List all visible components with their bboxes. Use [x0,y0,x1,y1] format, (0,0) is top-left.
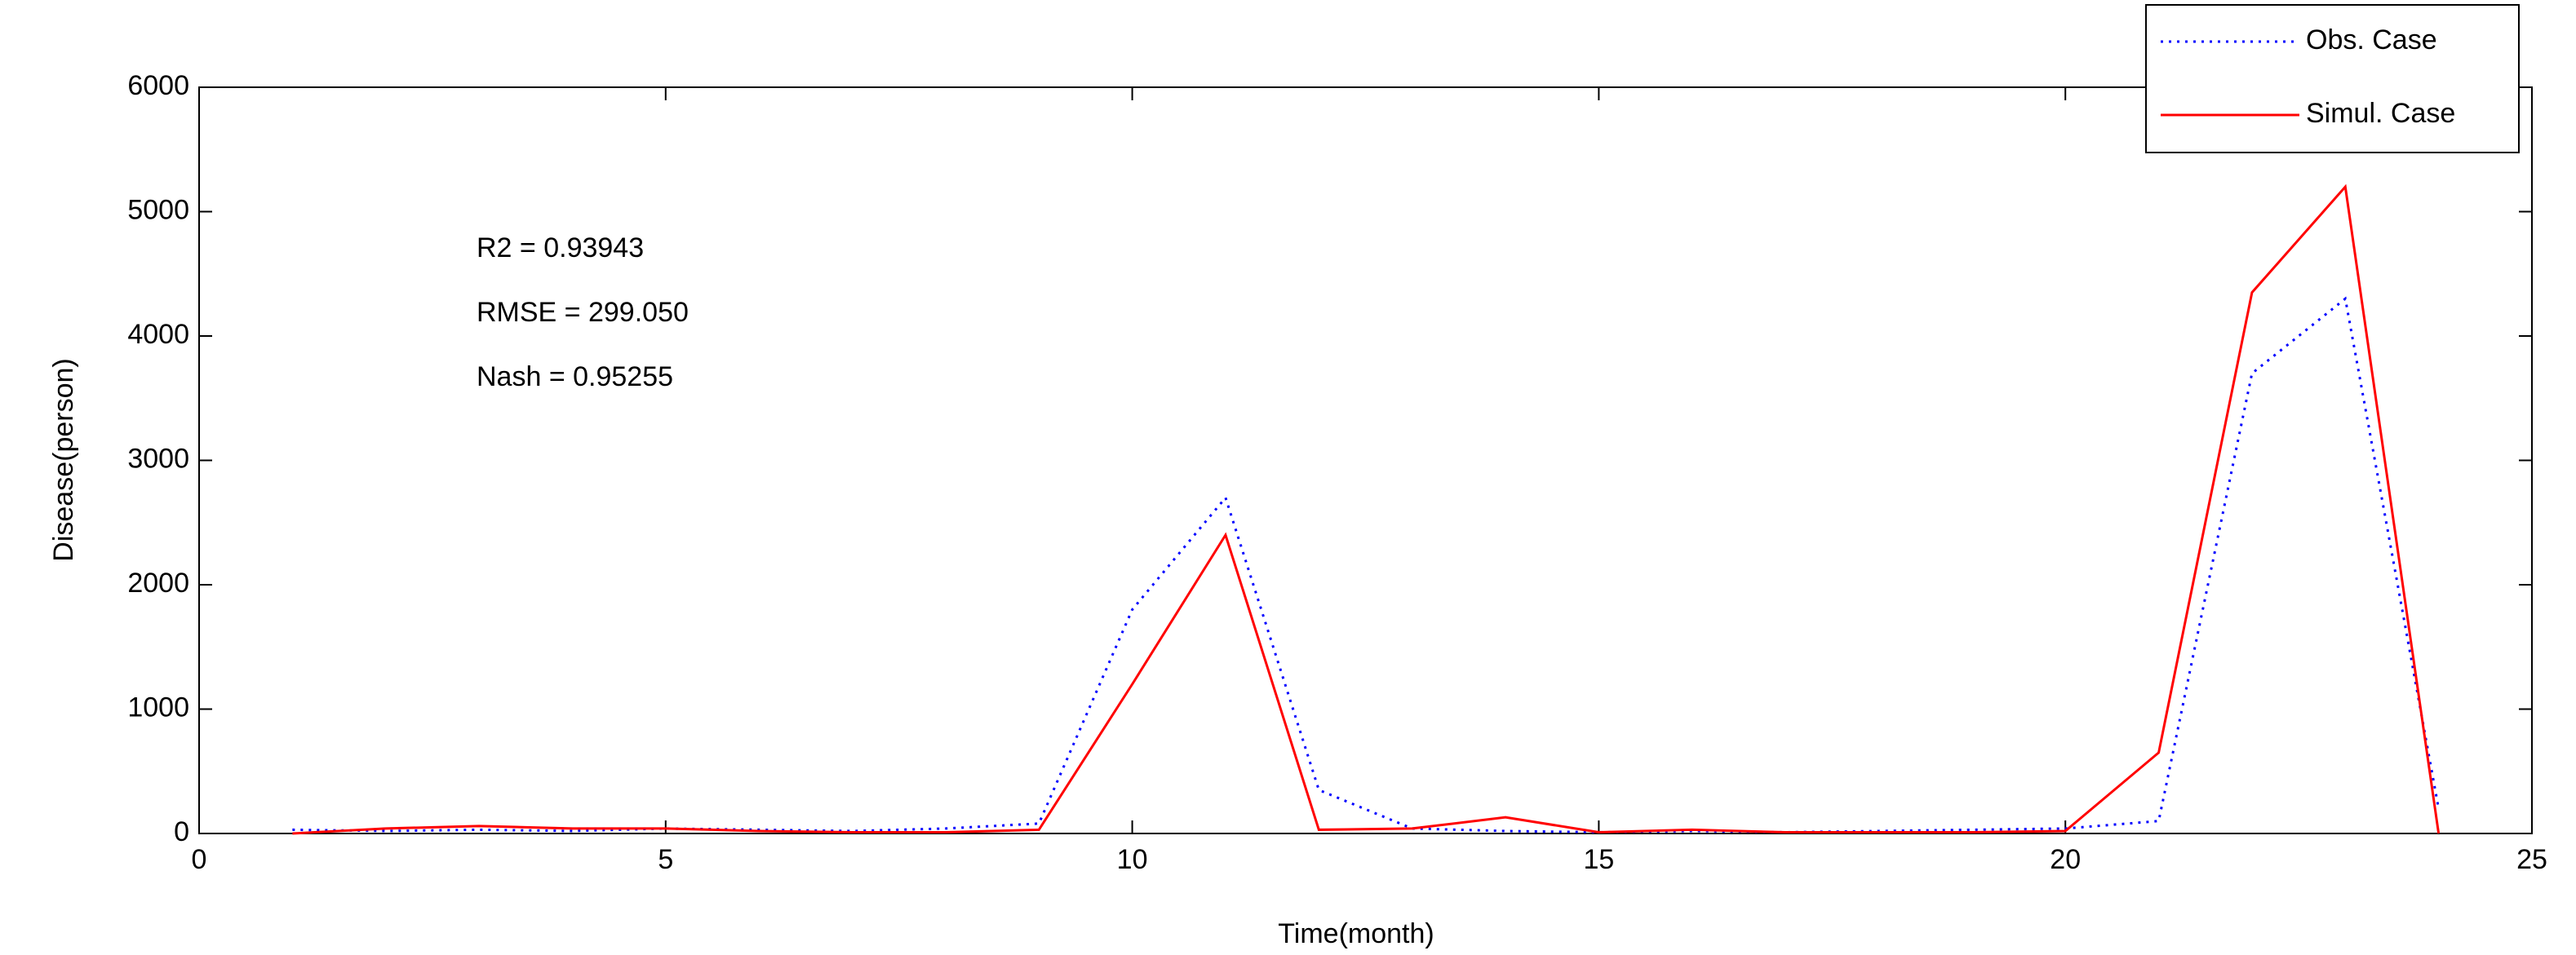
y-axis-label: Disease(person) [48,358,79,561]
y-tick-label: 1000 [127,692,189,723]
y-tick-label: 2000 [127,568,189,599]
legend-label: Simul. Case [2306,98,2455,129]
annotation: Nash = 0.95255 [477,361,673,392]
plot-area [198,86,2533,834]
x-tick-label: 25 [2516,844,2547,875]
y-tick-label: 5000 [127,194,189,225]
y-tick-label: 4000 [127,319,189,350]
x-tick-label: 20 [2050,844,2081,875]
annotation: RMSE = 299.050 [477,297,689,328]
series-line [292,183,2441,835]
x-tick-label: 0 [192,844,207,875]
legend-label: Obs. Case [2306,24,2437,55]
x-tick-label: 10 [1117,844,1148,875]
x-tick-label: 5 [658,844,673,875]
legend-box [2145,4,2520,153]
annotation: R2 = 0.93943 [477,232,644,263]
x-tick-label: 15 [1583,844,1614,875]
y-tick-label: 0 [174,816,189,847]
y-tick-label: 3000 [127,443,189,474]
y-tick-label: 6000 [127,70,189,101]
x-axis-label: Time(month) [1278,918,1434,949]
